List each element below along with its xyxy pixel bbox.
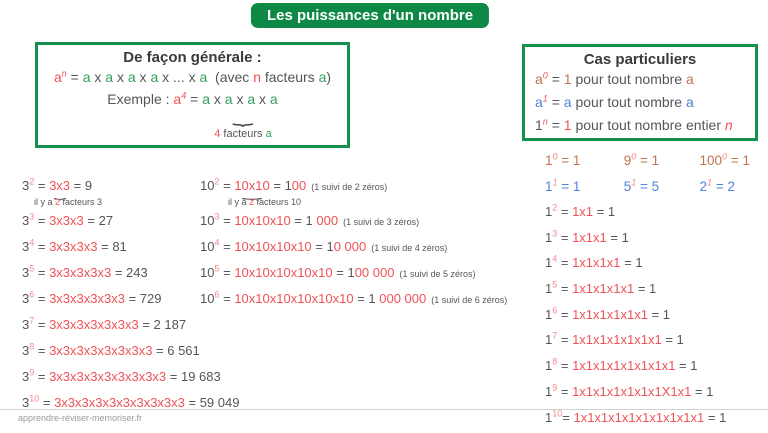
equation-part: 32 = (22, 176, 50, 193)
equation: 1000 = 1 (699, 151, 750, 168)
special-case-line: a0 = 1 pour tout nombre a (535, 70, 694, 87)
general-rule-box: De façon générale : an = a x a x a x a x… (35, 42, 350, 148)
equation-row: 39 = 3x3x3x3x3x3x3x3x3 = 19 683 (22, 367, 221, 384)
equation-row: 36 = 3x3x3x3x3x3 = 729 (22, 289, 162, 306)
underbrace-icon (153, 109, 333, 125)
brace-label: 4 facteurs a (214, 128, 272, 140)
equation-row: 38 = 3x3x3x3x3x3x3x3 = 6 561 (22, 341, 200, 358)
equation-row: 18 = 1x1x1x1x1x1x1x1 = 1 (545, 356, 698, 374)
general-example: Exemple : a4 = a x a x a x a (107, 90, 278, 107)
equation-row: 105 = 10x10x10x10x10 = 100 000 (1 suivi … (200, 263, 476, 280)
equation: 10 = 1 (545, 151, 581, 168)
equation-row: 15 = 1x1x1x1x1 = 1 (545, 279, 657, 297)
equation-row: 310 = 3x3x3x3x3x3x3x3x3x3 = 59 049 (22, 393, 240, 410)
power-zero-row: 10 = 1 90 = 1 1000 = 1 (545, 151, 750, 168)
general-box-title: De façon générale : (123, 49, 262, 66)
general-formula: an = a x a x a x a x ... x a (avec n fac… (53, 68, 332, 85)
footer-divider (0, 409, 768, 410)
special-cases-box: Cas particuliers a0 = 1 pour tout nombre… (522, 44, 758, 141)
power-one-row: 11 = 1 51 = 5 21 = 2 (545, 177, 735, 194)
equation-row: 34 = 3x3x3x3 = 81 (22, 237, 127, 254)
equation-row: 103 = 10x10x10 = 1 000 (1 suivi de 3 zér… (200, 211, 420, 228)
equation-row: 16 = 1x1x1x1x1x1 = 1 (545, 305, 671, 322)
equation-row: 13 = 1x1x1 = 1 (545, 228, 629, 245)
equation-part: = 9 (70, 178, 93, 193)
equation-row: 104 = 10x10x10x10 = 10 000 (1 suivi de 4… (200, 237, 448, 254)
equation-row: 35 = 3x3x3x3x3 = 243 (22, 263, 148, 280)
powers-of-3-column: 33 = 3x3x3 = 27 34 = 3x3x3x3 = 81 35 = 3x3… (22, 211, 240, 421)
equation-row: 37 = 3x3x3x3x3x3x3 = 2 187 (22, 315, 187, 332)
factors-note: il y a 2 facteurs 10 (228, 197, 302, 207)
equation: 11 = 1 (545, 177, 581, 194)
factors-note: il y a 2 facteurs 3 (34, 197, 103, 207)
equation-row: 32 = 3x3 = 9 (22, 176, 93, 204)
equation-row: 12 = 1x1 = 1 (545, 202, 616, 219)
special-case-line: a1 = a pour tout nombre a (535, 93, 694, 110)
equation-row: 19 = 1x1x1x1x1x1x1X1x1 = 1 (545, 382, 714, 399)
equation-row: 14 = 1x1x1x1 = 1 (545, 254, 643, 271)
equation: 90 = 1 (623, 151, 660, 168)
powers-of-1-column: 12 = 1x1 = 1 13 = 1x1x1 = 1 14 = 1x1x1x1 =… (545, 202, 727, 433)
special-case-line: 1n = 1 pour tout nombre entier n (535, 116, 733, 133)
equation-row: 106 = 10x10x10x10x10x10 = 1 000 000 (1 s… (200, 289, 508, 306)
equation-row: 33 = 3x3x3 = 27 (22, 211, 114, 228)
equation-part: 102 = (200, 176, 235, 193)
page-title: Les puissances d'un nombre (250, 3, 490, 28)
equation: 51 = 5 (623, 177, 660, 194)
special-box-title: Cas particuliers (583, 51, 697, 68)
equation: 21 = 2 (699, 177, 735, 194)
equation-row: 110= 1x1x1x1x1x1x1x1x1x1 = 1 (545, 408, 727, 425)
equation-row: 17 = 1x1x1x1x1x1x1 = 1 (545, 331, 684, 348)
equation-row: 102 = 10x10 = 100 (1 suivi de 2 zéros) (200, 176, 388, 204)
powers-of-10-column: 103 = 10x10x10 = 1 000 (1 suivi de 3 zér… (200, 211, 508, 317)
watermark: apprendre-réviser-memoriser.fr (18, 413, 143, 423)
equation-part: = 100 (1 suivi de 2 zéros) (269, 178, 388, 193)
